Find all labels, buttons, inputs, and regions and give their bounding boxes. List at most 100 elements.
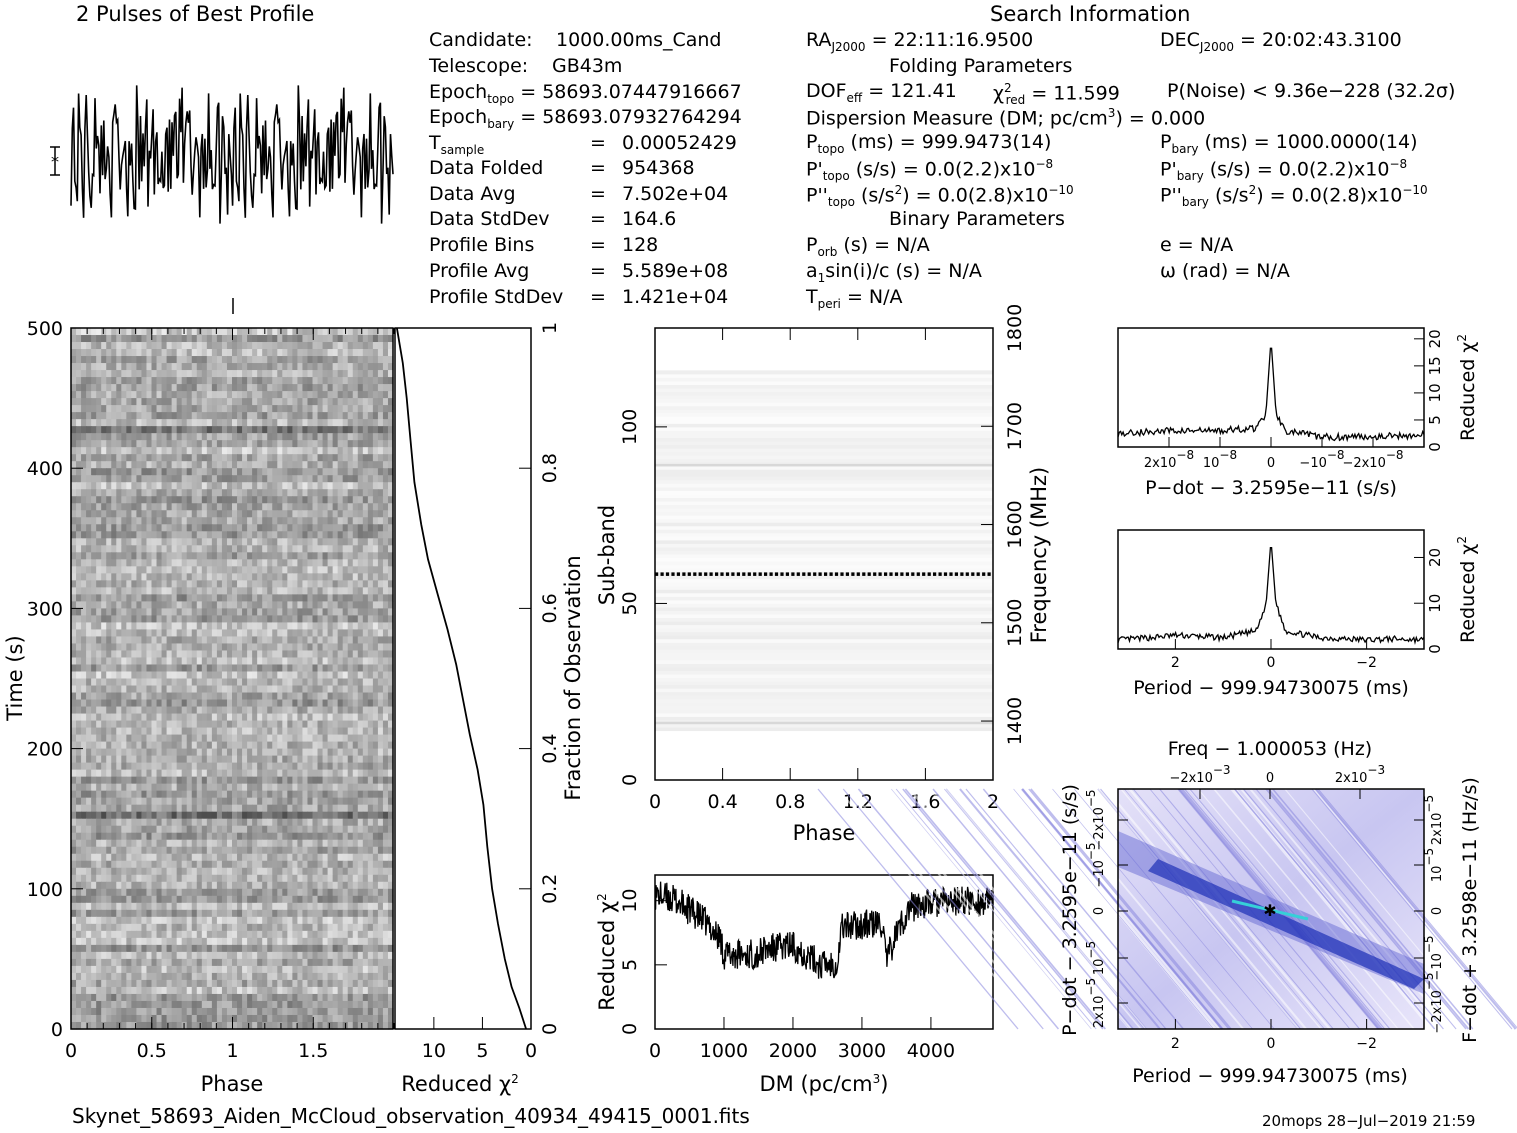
time-phase-cell xyxy=(91,447,97,455)
time-phase-cell xyxy=(282,678,288,687)
pdot-topo-text: P'topo (s/s) = 0.0(2.2)x10−8 xyxy=(806,157,1054,184)
time-phase-cell xyxy=(76,608,82,617)
time-phase-cell xyxy=(327,363,334,371)
time-phase-cell xyxy=(307,475,314,483)
time-phase-cell xyxy=(101,405,107,413)
time-phase-cell xyxy=(307,433,314,441)
time-phase-cell xyxy=(252,524,258,532)
time-phase-cell xyxy=(176,538,183,546)
time-phase-cell xyxy=(342,552,349,560)
time-phase-cell xyxy=(377,328,384,336)
time-phase-cell xyxy=(91,363,97,371)
time-phase-cell xyxy=(111,552,117,560)
time-phase-cell xyxy=(81,629,87,638)
time-phase-cell xyxy=(221,531,228,539)
time-phase-cell xyxy=(372,342,379,350)
time-phase-cell xyxy=(342,790,349,799)
time-phase-cell xyxy=(211,461,218,469)
time-phase-cell xyxy=(387,573,394,581)
time-phase-cell xyxy=(186,559,193,567)
time-phase-cell xyxy=(377,524,384,532)
time-phase-cell xyxy=(287,629,293,638)
time-phase-cell xyxy=(156,713,163,722)
time-phase-cell xyxy=(237,370,243,378)
time-phase-cell xyxy=(302,461,309,469)
time-phase-cell xyxy=(232,517,238,525)
time-phase-cell xyxy=(146,776,153,785)
time-phase-cell xyxy=(307,531,314,539)
time-phase-cell xyxy=(221,398,228,406)
time-phase-cell xyxy=(312,461,319,469)
time-phase-cell xyxy=(116,524,122,532)
time-phase-cell xyxy=(146,538,153,546)
time-phase-cell xyxy=(91,713,97,722)
time-phase-cell xyxy=(111,524,117,532)
time-phase-cell xyxy=(111,706,117,715)
time-phase-cell xyxy=(86,580,92,588)
time-phase-cell xyxy=(196,594,203,602)
time-phase-cell xyxy=(86,335,92,343)
time-phase-cell xyxy=(191,608,198,617)
time-phase-cell xyxy=(156,587,163,595)
time-phase-cell xyxy=(362,545,369,553)
time-phase-cell xyxy=(106,496,112,504)
time-phase-cell xyxy=(312,636,319,645)
time-phase-cell xyxy=(161,342,168,350)
time-phase-cell xyxy=(156,384,163,392)
time-phase-cell xyxy=(357,825,364,834)
time-phase-cell xyxy=(287,356,293,364)
time-phase-cell xyxy=(287,440,293,448)
time-phase-cell xyxy=(282,685,288,694)
time-phase-cell xyxy=(347,839,354,848)
time-phase-cell xyxy=(136,531,143,539)
time-phase-cell xyxy=(332,776,339,785)
time-phase-cell xyxy=(141,811,148,820)
time-phase-cell xyxy=(156,433,163,441)
time-phase-cell xyxy=(292,853,299,862)
time-phase-cell xyxy=(126,615,132,624)
time-phase-cell xyxy=(387,559,394,567)
time-phase-cell xyxy=(317,524,324,532)
time-phase-cell xyxy=(342,489,349,497)
time-phase-cell xyxy=(201,790,208,799)
time-phase-cell xyxy=(337,762,344,771)
time-phase-cell xyxy=(101,706,107,715)
time-phase-cell xyxy=(221,678,228,687)
time-phase-cell xyxy=(171,433,178,441)
time-phase-cell xyxy=(262,405,268,413)
time-phase-cell xyxy=(287,622,293,631)
time-phase-cell xyxy=(312,545,319,553)
time-phase-cell xyxy=(81,349,87,357)
time-phase-cell xyxy=(232,335,238,343)
time-phase-cell xyxy=(362,531,369,539)
time-phase-cell xyxy=(312,678,319,687)
time-phase-cell xyxy=(196,405,203,413)
time-phase-cell xyxy=(81,657,87,666)
time-phase-cell xyxy=(232,818,238,827)
time-phase-cell xyxy=(196,748,203,757)
time-phase-cell xyxy=(71,818,77,827)
time-phase-cell xyxy=(317,433,324,441)
time-phase-cell xyxy=(171,566,178,574)
time-phase-cell xyxy=(101,790,107,799)
time-phase-cell xyxy=(237,783,243,792)
time-phase-cell xyxy=(332,601,339,609)
time-phase-cell xyxy=(312,580,319,588)
time-phase-cell xyxy=(181,678,188,687)
time-phase-cell xyxy=(342,566,349,574)
time-phase-cell xyxy=(332,769,339,778)
time-phase-cell xyxy=(232,405,238,413)
time-phase-cell xyxy=(262,524,268,532)
time-phase-cell xyxy=(307,615,314,624)
time-phase-cell xyxy=(267,531,273,539)
time-phase-cell xyxy=(312,482,319,490)
time-phase-cell xyxy=(317,370,324,378)
time-phase-cell xyxy=(342,762,349,771)
time-phase-cell xyxy=(362,769,369,778)
time-phase-cell xyxy=(196,440,203,448)
time-phase-cell xyxy=(257,622,263,631)
time-phase-cell xyxy=(216,720,223,729)
time-phase-cell xyxy=(211,531,218,539)
time-phase-cell xyxy=(91,517,97,525)
time-phase-cell xyxy=(262,671,268,680)
